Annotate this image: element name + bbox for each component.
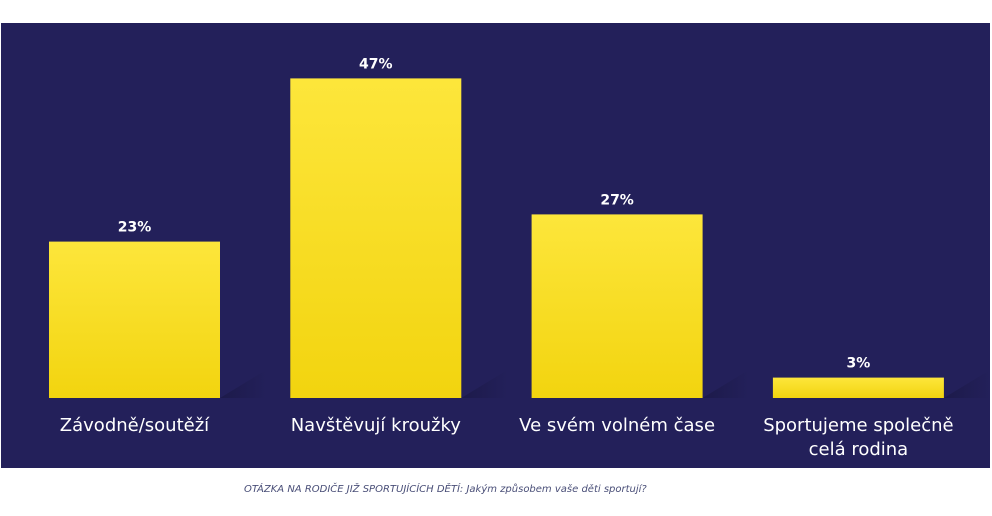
bar bbox=[772, 377, 944, 398]
survey-question-caption: OTÁZKA NA RODIČE JIŽ SPORTUJÍCÍCH DĚTÍ: … bbox=[244, 484, 647, 495]
chart-panel: 23% 47% 27% 3% Závodně/soutěží Navštěvují kr… bbox=[1, 23, 990, 468]
category-labels: Závodně/soutěží Navštěvují kroužky Ve svém… bbox=[60, 415, 954, 460]
bars bbox=[49, 78, 944, 399]
bar bbox=[49, 241, 220, 398]
category-label: Závodně/soutěží bbox=[60, 415, 210, 436]
bar-chart: 23% 47% 27% 3% Závodně/soutěží Navštěvují kr… bbox=[49, 56, 990, 460]
bar-shadow bbox=[461, 370, 508, 398]
value-label: 23% bbox=[118, 220, 152, 236]
bar-shadow bbox=[943, 370, 990, 398]
value-labels: 23% 47% 27% 3% bbox=[118, 56, 871, 371]
value-label: 27% bbox=[600, 192, 634, 208]
category-label: Sportujeme společně bbox=[763, 415, 953, 436]
bar-shadow bbox=[220, 370, 266, 398]
bar-shadow bbox=[702, 370, 749, 398]
bar bbox=[531, 214, 703, 398]
bar-shadows bbox=[220, 370, 990, 398]
value-label: 3% bbox=[847, 356, 871, 372]
category-label: Ve svém volném čase bbox=[519, 415, 715, 436]
category-label: celá rodina bbox=[809, 439, 909, 460]
bar bbox=[290, 78, 462, 399]
value-label: 47% bbox=[359, 56, 393, 72]
category-label: Navštěvují kroužky bbox=[291, 415, 462, 436]
